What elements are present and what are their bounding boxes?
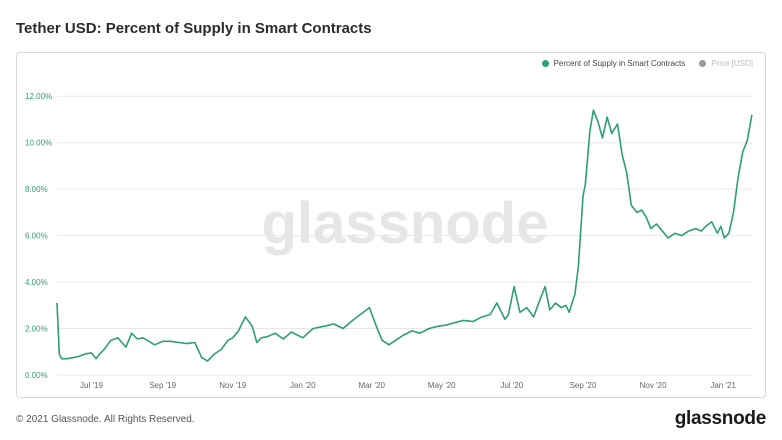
legend-label-price: Price [USD] (711, 59, 753, 68)
page-title: Tether USD: Percent of Supply in Smart C… (16, 20, 372, 37)
y-tick-label: 8.00% (25, 185, 48, 194)
glassnode-logo[interactable]: glassnode (674, 408, 767, 429)
chart-canvas[interactable]: glassnode 0.00% 2.00% 4.00% 6.00% 8.00% 10.00… (17, 53, 765, 397)
y-tick-label: 0.00% (25, 371, 48, 380)
legend-item-supply[interactable]: Percent of Supply in Smart Contracts (541, 59, 686, 68)
y-tick-label: 2.00% (25, 325, 48, 334)
x-tick-label: Jul '20 (500, 381, 523, 390)
y-tick-label: 6.00% (25, 232, 48, 241)
x-tick-label: Jul '19 (80, 381, 103, 390)
watermark-text: glassnode (262, 191, 549, 256)
y-tick-label: 4.00% (25, 278, 48, 287)
x-tick-label: Sep '20 (570, 381, 597, 390)
legend-dot-icon (699, 60, 707, 67)
x-tick-label: Nov '20 (640, 381, 667, 390)
chart-panel: glassnode 0.00% 2.00% 4.00% 6.00% 8.00% 10.00… (16, 52, 766, 398)
x-tick-label: May '20 (428, 381, 456, 390)
series-line-supply[interactable] (56, 109, 753, 362)
copyright-text: © 2021 Glassnode. All Rights Reserved. (16, 414, 195, 425)
x-tick-label: Mar '20 (358, 381, 385, 390)
legend-dot-icon (541, 60, 549, 67)
x-tick-label: Jan '21 (710, 381, 736, 390)
y-tick-label: 10.00% (25, 139, 52, 148)
chart-legend: Percent of Supply in Smart Contracts Pri… (541, 59, 753, 68)
legend-label-supply: Percent of Supply in Smart Contracts (553, 59, 686, 68)
y-tick-label: 12.00% (25, 92, 52, 101)
x-tick-label: Sep '19 (149, 381, 176, 390)
legend-item-price[interactable]: Price [USD] (699, 59, 753, 68)
x-tick-label: Jan '20 (290, 381, 316, 390)
x-tick-label: Nov '19 (219, 381, 246, 390)
